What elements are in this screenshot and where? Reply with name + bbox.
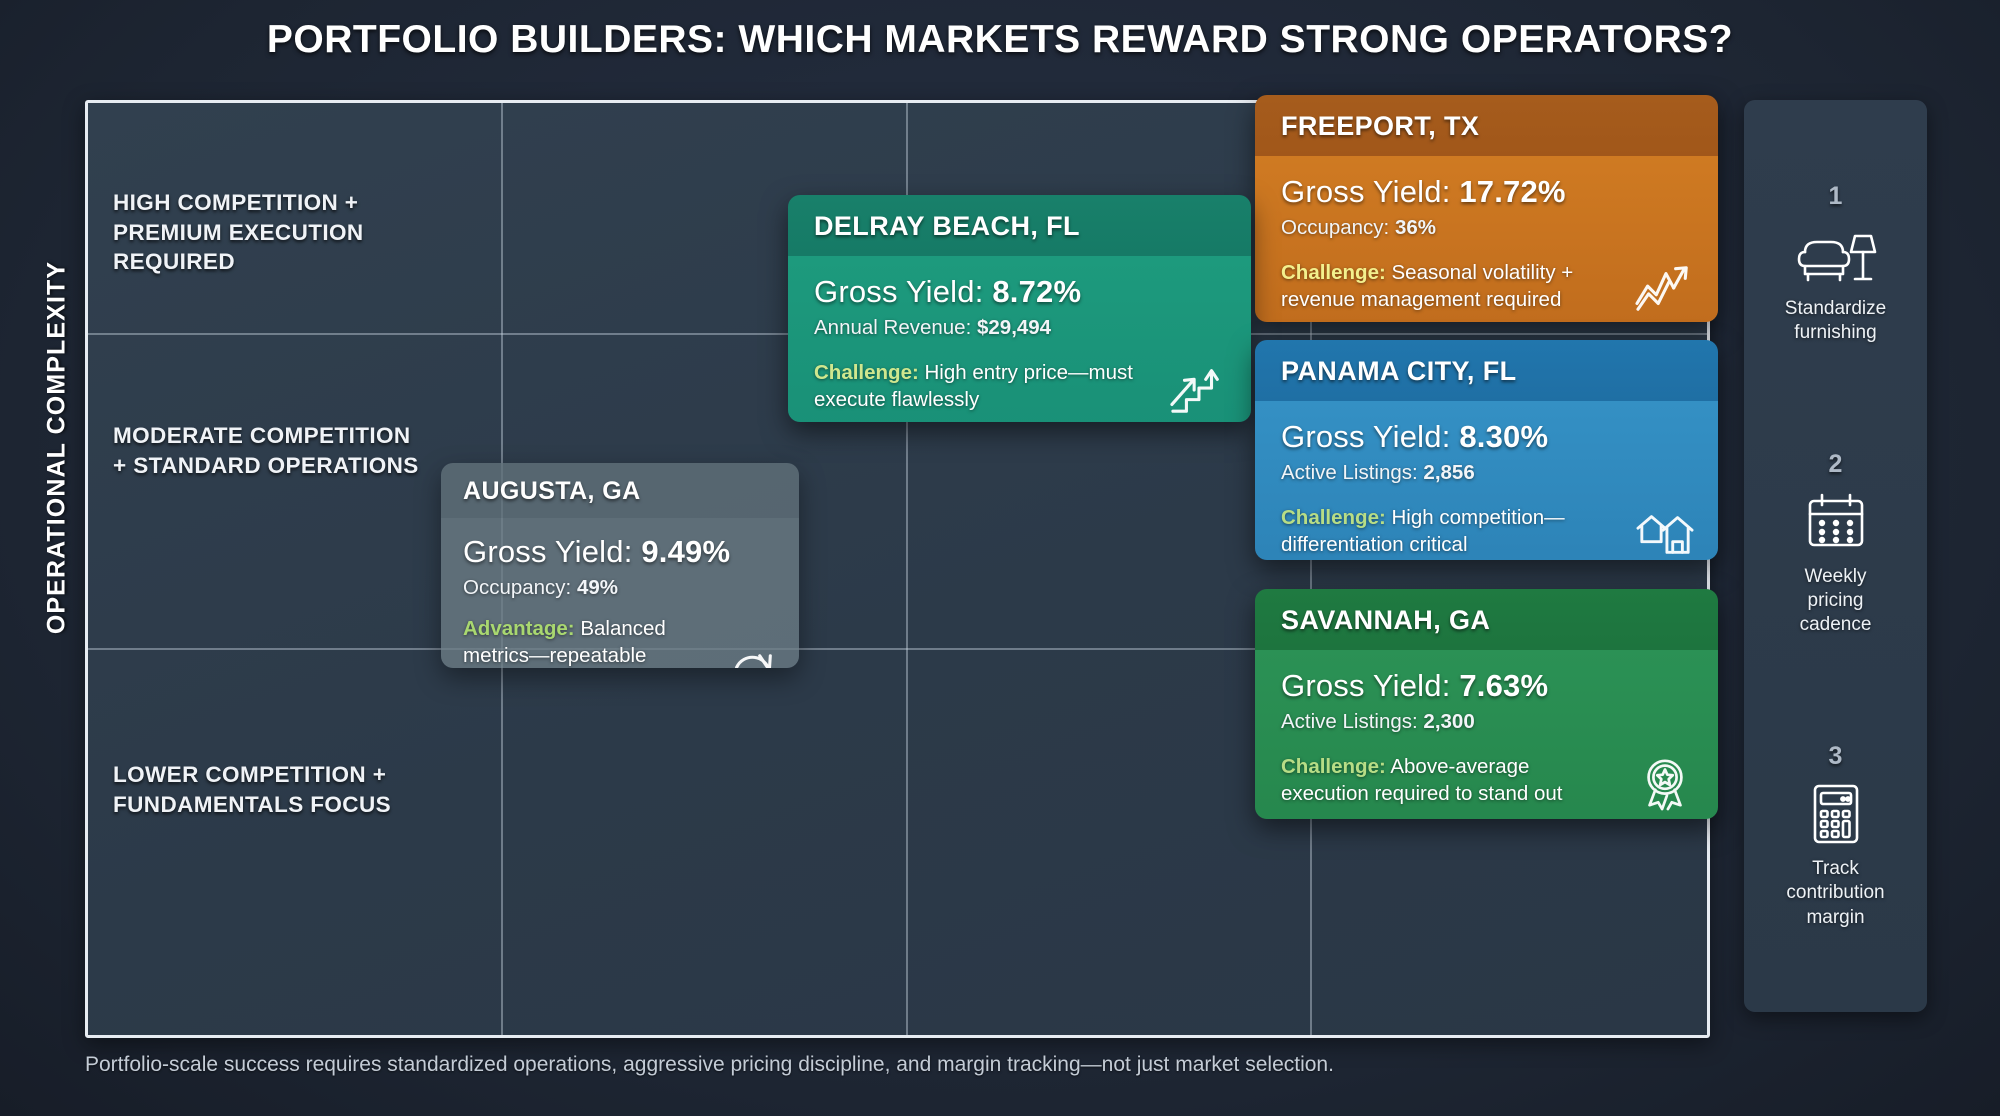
metric-value: 17.72% [1459, 174, 1566, 209]
note-text: Balanced metrics—repeatable operations m… [463, 617, 666, 667]
lever-label: Weekly pricing cadence [1799, 566, 1872, 636]
secondary-metric: Annual Revenue: $29,494 [814, 316, 1225, 340]
market-card-delray-beach[interactable]: DELRAY BEACH, FL Gross Yield: 8.72% Annu… [788, 195, 1251, 422]
market-card-augusta[interactable]: AUGUSTA, GA Gross Yield: 9.49% Occupancy… [441, 463, 799, 668]
secondary-metric: Occupancy: 49% [463, 576, 777, 600]
lever-label: Track contribution margin [1786, 858, 1885, 928]
sub-value: $29,494 [976, 316, 1052, 339]
matrix-plot-area: HIGH COMPETITION + PREMIUM EXECUTION REQUI… [85, 95, 1718, 1038]
gridline-horizontal-2 [88, 648, 1707, 650]
gross-yield-metric: Gross Yield: 8.30% [1281, 419, 1692, 455]
lever-item-3[interactable]: 3 Track contribution margin [1744, 742, 1927, 929]
sub-label: Annual Revenue: [814, 316, 977, 339]
card-body: Gross Yield: 8.30% Active Listings: 2,85… [1255, 401, 1718, 560]
calendar-icon [1744, 491, 1927, 553]
secondary-metric: Occupancy: 36% [1281, 216, 1692, 240]
note-tag: Challenge: [1281, 261, 1386, 284]
market-card-savannah[interactable]: SAVANNAH, GA Gross Yield: 7.63% Active L… [1255, 589, 1718, 819]
footer-caption: Portfolio-scale success requires standar… [85, 1053, 1334, 1076]
metric-value: 7.63% [1459, 668, 1549, 703]
y-axis-title: OPERATIONAL COMPLEXITY [42, 260, 71, 635]
sub-value: 2,856 [1423, 461, 1475, 484]
metric-label: Gross Yield: [1281, 174, 1460, 209]
card-title: SAVANNAH, GA [1255, 589, 1718, 650]
metric-value: 9.49% [641, 534, 731, 569]
gross-yield-metric: Gross Yield: 8.72% [814, 274, 1225, 310]
gridline-vertical-3 [1310, 103, 1312, 1035]
row-label-high-competition: HIGH COMPETITION + PREMIUM EXECUTION REQUI… [113, 188, 413, 277]
row-label-text: LOWER COMPETITION + FUNDAMENTALS FOCUS [113, 762, 392, 817]
lever-item-2[interactable]: 2 Weekly pricing cadence [1744, 450, 1927, 637]
row-label-text: MODERATE COMPETITION + STANDARD OPERATION… [113, 423, 419, 478]
metric-label: Gross Yield: [1281, 668, 1460, 703]
trending-up-icon [1635, 266, 1688, 312]
note-tag: Challenge: [1281, 506, 1386, 529]
metric-value: 8.72% [992, 274, 1082, 309]
challenge-note: Challenge: Seasonal volatility + revenue… [1281, 260, 1611, 313]
note-text: High entry price—must execute flawlessly [814, 361, 1133, 411]
award-ribbon-icon [1647, 759, 1683, 811]
note-text: Seasonal volatility + revenue management… [1281, 261, 1574, 311]
metric-label: Gross Yield: [814, 274, 993, 309]
challenge-note: Challenge: High competition—differentiat… [1281, 505, 1611, 558]
card-title: DELRAY BEACH, FL [788, 195, 1251, 256]
secondary-metric: Active Listings: 2,300 [1281, 710, 1692, 734]
card-title: PANAMA CITY, FL [1255, 340, 1718, 401]
sub-label: Active Listings: [1281, 710, 1424, 733]
note-text: Above-average execution required to stan… [1281, 755, 1563, 805]
card-title: FREEPORT, TX [1255, 95, 1718, 156]
market-card-freeport[interactable]: FREEPORT, TX Gross Yield: 17.72% Occupan… [1255, 95, 1718, 322]
lever-item-1[interactable]: 1 Standardize furnishing [1744, 182, 1927, 345]
card-body: Gross Yield: 7.63% Active Listings: 2,30… [1255, 650, 1718, 819]
note-tag: Challenge: [1281, 755, 1386, 778]
lever-number: 2 [1828, 450, 1843, 479]
armchair-lamp-icon [1744, 223, 1927, 285]
sub-value: 36% [1394, 216, 1436, 239]
refresh-cycle-icon [735, 654, 772, 668]
secondary-metric: Active Listings: 2,856 [1281, 461, 1692, 485]
row-label-lower-competition: LOWER COMPETITION + FUNDAMENTALS FOCUS [113, 760, 423, 819]
sub-label: Active Listings: [1281, 461, 1424, 484]
row-label-text: HIGH COMPETITION + PREMIUM EXECUTION REQUI… [113, 190, 364, 275]
advantage-note: Advantage: Balanced metrics—repeatable o… [463, 616, 733, 668]
card-body: Gross Yield: 17.72% Occupancy: 36% Chall… [1255, 156, 1718, 322]
card-body: Gross Yield: 8.72% Annual Revenue: $29,4… [788, 256, 1251, 422]
gridline-vertical-2 [906, 103, 908, 1035]
gross-yield-metric: Gross Yield: 7.63% [1281, 668, 1692, 704]
market-card-panama-city[interactable]: PANAMA CITY, FL Gross Yield: 8.30% Activ… [1255, 340, 1718, 560]
metric-label: Gross Yield: [1281, 419, 1460, 454]
sub-label: Occupancy: [1281, 216, 1395, 239]
levers-title-wrap: THREE OPERATIONAL LEVERS FOR PORTFOLIO S… [1930, 96, 1986, 1016]
two-houses-icon [1636, 515, 1694, 555]
metric-label: Gross Yield: [463, 534, 642, 569]
stairs-growth-icon [1170, 369, 1219, 414]
note-text: High competition—differentiation critica… [1281, 506, 1565, 556]
gross-yield-metric: Gross Yield: 9.49% [463, 534, 777, 570]
challenge-note: Challenge: High entry price—must execute… [814, 360, 1144, 413]
note-tag: Advantage: [463, 617, 575, 640]
challenge-note: Challenge: Above-average execution requi… [1281, 754, 1611, 807]
metric-value: 8.30% [1459, 419, 1549, 454]
sub-label: Occupancy: [463, 576, 577, 599]
row-label-moderate-competition: MODERATE COMPETITION + STANDARD OPERATION… [113, 421, 443, 480]
gross-yield-metric: Gross Yield: 17.72% [1281, 174, 1692, 210]
sub-value: 49% [576, 576, 618, 599]
levers-panel: 1 Standardize furnishing 2 [1744, 100, 1927, 1012]
note-tag: Challenge: [814, 361, 919, 384]
sub-value: 2,300 [1423, 710, 1475, 733]
lever-label: Standardize furnishing [1784, 298, 1887, 344]
page-title: PORTFOLIO BUILDERS: WHICH MARKETS REWARD… [266, 18, 1734, 61]
card-body: Gross Yield: 9.49% Occupancy: 49% Advant… [441, 518, 799, 668]
lever-number: 1 [1828, 182, 1843, 211]
card-title: AUGUSTA, GA [441, 463, 799, 518]
calculator-icon [1744, 783, 1927, 845]
lever-number: 3 [1828, 742, 1843, 771]
